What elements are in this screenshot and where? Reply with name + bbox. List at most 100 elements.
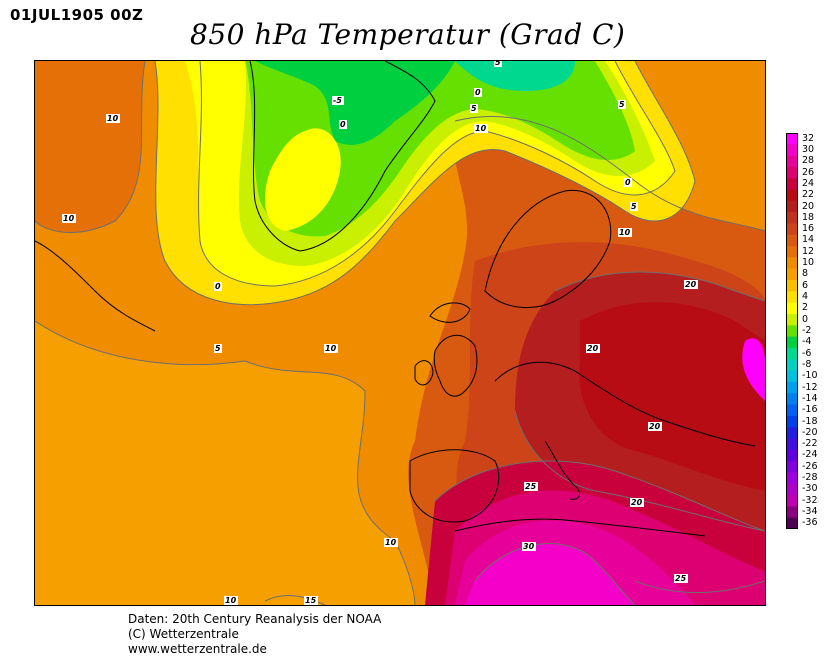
- contour-20-south: [514, 410, 765, 532]
- contour-10-west: [35, 61, 146, 234]
- colorbar-level-label: 0: [802, 313, 809, 325]
- iberia-coast: [409, 449, 500, 523]
- colorbar-swatch: [786, 347, 798, 360]
- colorbar-level-label: -2: [802, 325, 812, 336]
- svg-text:5: 5: [471, 104, 477, 113]
- contour-label: 15: [304, 596, 318, 605]
- contour-label: 10: [224, 596, 238, 605]
- colorbar-level-label: 32: [802, 132, 815, 144]
- colorbar-level-label: 22: [802, 189, 815, 201]
- colorbar-swatch: [786, 257, 798, 270]
- contour-label: 20: [684, 280, 698, 289]
- svg-text:0: 0: [625, 178, 631, 187]
- colorbar-swatch: [786, 506, 798, 519]
- europe-mainland-coast: [494, 361, 756, 447]
- contour-label: 0: [624, 178, 632, 187]
- svg-text:20: 20: [685, 280, 697, 289]
- contour-label: 25: [524, 482, 538, 491]
- contour-label: 10: [324, 344, 338, 353]
- colorbar-swatch: [786, 438, 798, 451]
- british-isles-coast: [433, 334, 478, 397]
- contour-label: 20: [630, 498, 644, 507]
- colorbar-swatch: [786, 200, 798, 213]
- field-8-central: [75, 482, 280, 605]
- colorbar-swatch: [786, 178, 798, 191]
- ireland-coast: [414, 360, 434, 386]
- svg-text:10: 10: [225, 596, 237, 605]
- colorbar-level-label: -14: [802, 392, 818, 404]
- contour-label: 25: [674, 574, 688, 583]
- contour-label: 10: [618, 228, 632, 237]
- colorbar-level-label: -18: [802, 415, 818, 427]
- colorbar-swatch: [786, 483, 798, 496]
- colorbar-swatch: [786, 472, 798, 485]
- contour-label: 10: [384, 538, 398, 547]
- colorbar-level-label: -4: [802, 336, 812, 348]
- contour-30: [474, 543, 636, 605]
- colorbar-swatch: [786, 189, 798, 202]
- colorbar-swatch: [786, 427, 798, 439]
- svg-text:-5: -5: [333, 96, 342, 105]
- svg-text:30: 30: [523, 542, 535, 551]
- greenland-coast: [249, 61, 436, 252]
- svg-text:5: 5: [619, 100, 625, 109]
- svg-text:10: 10: [385, 538, 397, 547]
- north-america-coast: [35, 240, 156, 332]
- colorbar-swatch: [786, 404, 798, 417]
- colorbar-swatch: [786, 223, 798, 236]
- colorbar-level-label: -30: [802, 483, 818, 495]
- svg-text:0: 0: [215, 282, 221, 291]
- credits-website: www.wetterzentrale.de: [128, 642, 267, 656]
- colorbar-level-label: 18: [802, 211, 815, 223]
- colorbar-level-label: 6: [802, 279, 809, 291]
- colorbar-swatch: [786, 291, 798, 304]
- colorbar-swatch: [786, 234, 798, 247]
- colorbar-level-label: -8: [802, 358, 812, 370]
- colorbar-swatch: [786, 359, 798, 372]
- colorbar-level-label: -12: [802, 381, 818, 393]
- contour-label: 5: [214, 344, 222, 353]
- colorbar-level-label: -20: [802, 426, 818, 438]
- credits-source: Daten: 20th Century Reanalysis der NOAA: [128, 612, 382, 626]
- svg-text:20: 20: [631, 498, 643, 507]
- colorbar-level-label: 16: [802, 223, 815, 235]
- colorbar-swatch: [786, 495, 798, 507]
- svg-text:25: 25: [525, 482, 537, 491]
- contour-label: 5: [618, 100, 626, 109]
- contour-label: 0: [339, 120, 347, 129]
- colorbar-level-label: 10: [802, 257, 815, 269]
- svg-text:25: 25: [675, 574, 687, 583]
- colorbar-swatch: [786, 393, 798, 406]
- contour-label: 10: [62, 214, 76, 223]
- colorbar-swatch: [786, 449, 798, 462]
- svg-text:15: 15: [305, 596, 317, 605]
- contour-25: [434, 460, 765, 532]
- scandinavia-coast: [484, 189, 612, 309]
- contour-0-north: [198, 61, 676, 287]
- contour-label: 10: [474, 124, 488, 133]
- svg-text:0: 0: [340, 120, 346, 129]
- coastlines: [35, 61, 756, 537]
- colorbar-level-label: 24: [802, 177, 815, 189]
- colorbar-swatch: [786, 133, 798, 145]
- iceland-coast: [429, 302, 471, 323]
- colorbar-swatch: [786, 155, 798, 168]
- colorbar-swatch: [786, 336, 798, 349]
- colorbar-level-label: 20: [802, 200, 815, 212]
- temperature-colorbar: [786, 133, 798, 529]
- colorbar-level-label: -24: [802, 449, 818, 461]
- colorbar-level-label: -28: [802, 472, 818, 484]
- svg-text:10: 10: [107, 114, 119, 123]
- colorbar-level-label: 8: [802, 268, 809, 280]
- colorbar-swatch: [786, 212, 798, 225]
- colorbar-level-label: -10: [802, 370, 818, 382]
- north-africa-coast: [454, 518, 706, 537]
- map-timestamp: 01JUL1905 00Z: [10, 6, 144, 24]
- temperature-map: 10 10 5 0 -5 0 0 5 10 5 0 5 10 10 5 10 2…: [34, 60, 766, 606]
- svg-text:20: 20: [587, 344, 599, 353]
- svg-text:10: 10: [63, 214, 75, 223]
- contour-label: 30: [522, 542, 536, 551]
- svg-text:20: 20: [649, 422, 661, 431]
- colorbar-level-label: -26: [802, 460, 818, 472]
- colorbar-level-label: 12: [802, 245, 815, 257]
